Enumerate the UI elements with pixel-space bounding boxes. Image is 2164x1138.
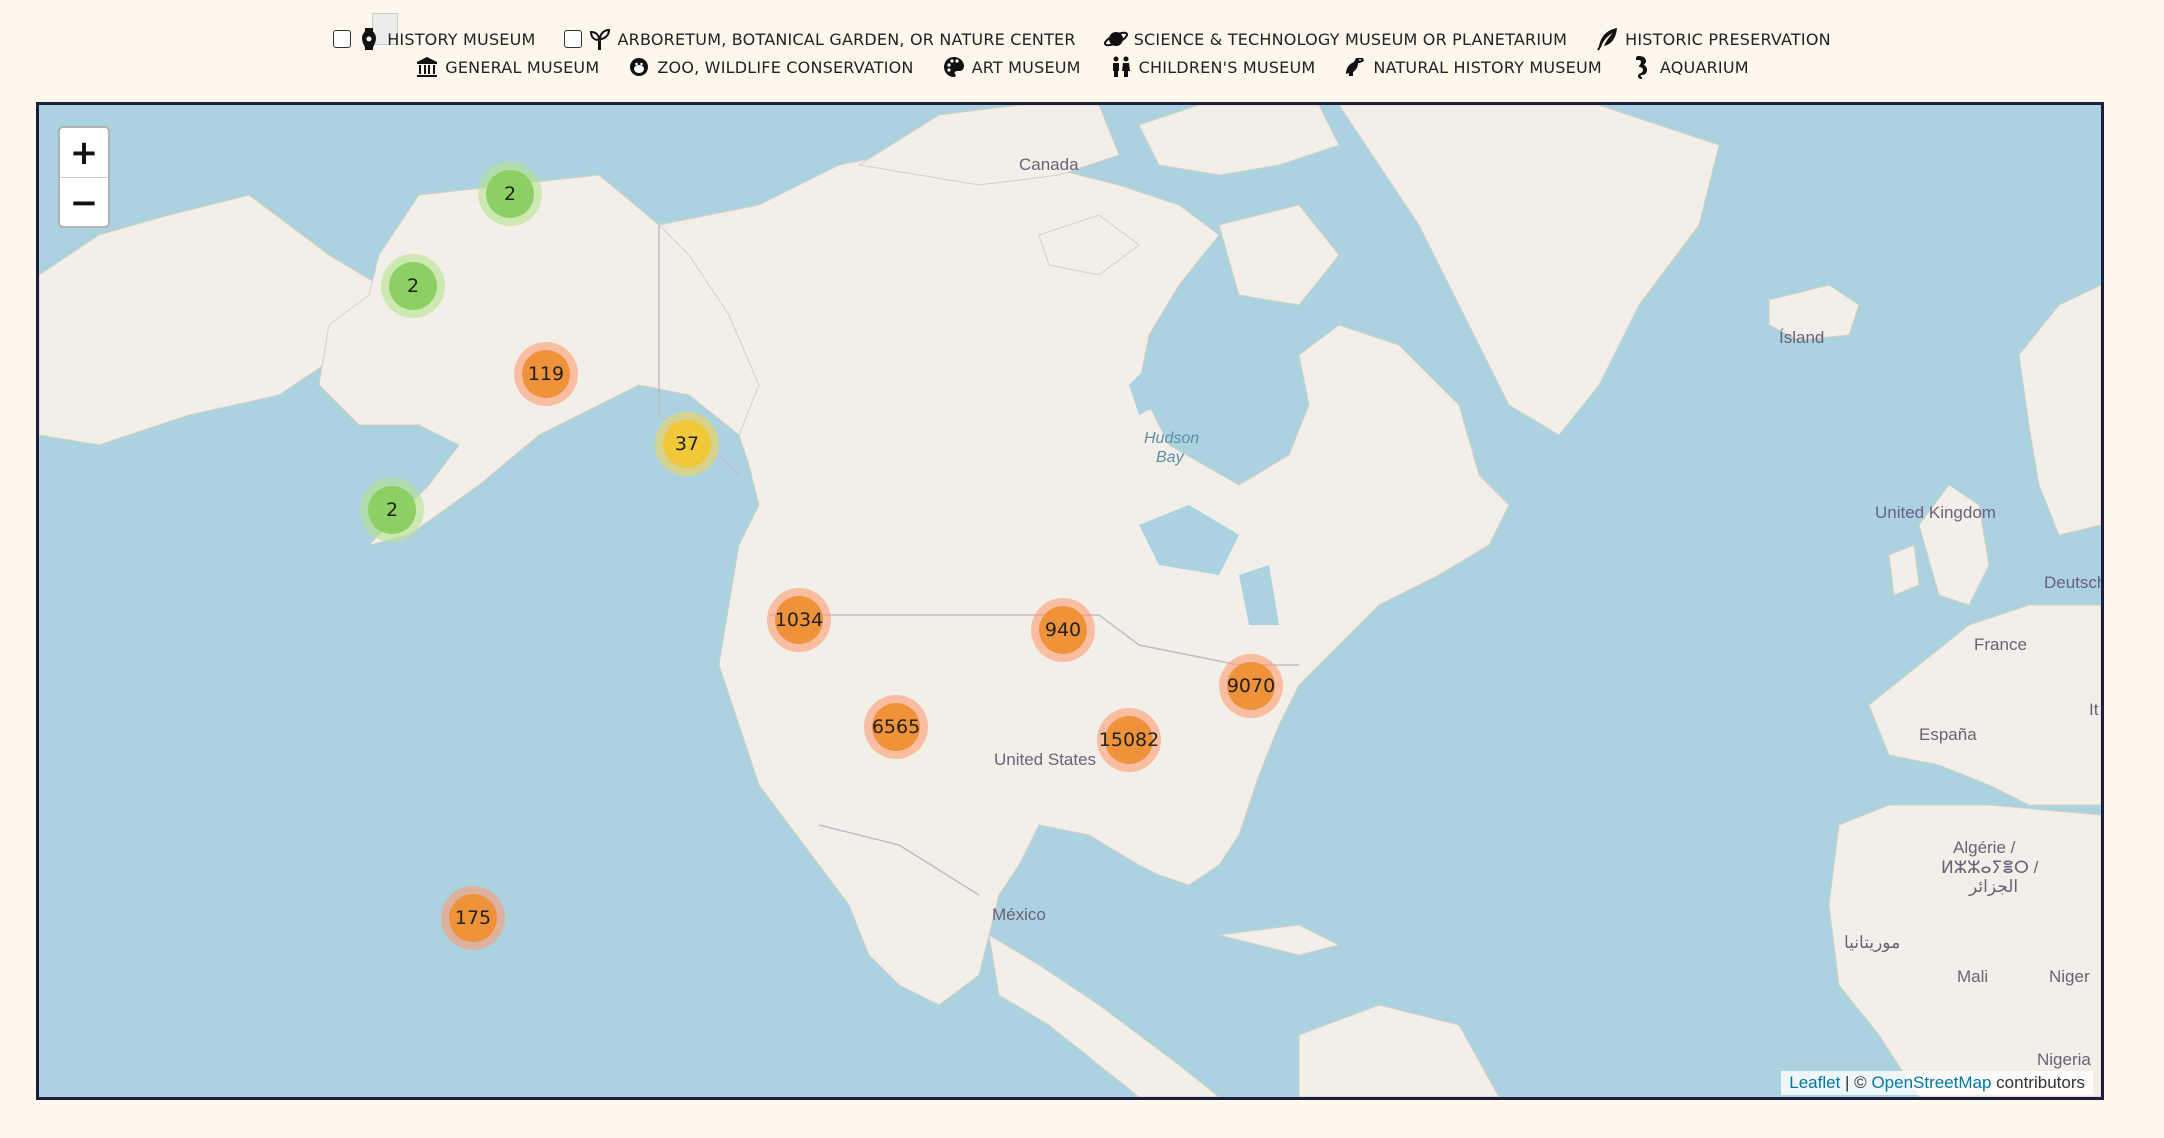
cluster-marker[interactable]: 940 xyxy=(1031,598,1095,662)
legend-label: GENERAL MUSEUM xyxy=(445,58,599,77)
map-label-niger: Niger xyxy=(2049,967,2090,987)
cluster-count: 1034 xyxy=(775,596,823,644)
map-label-deutschland: Deutschl xyxy=(2044,573,2104,593)
map-label-united-states: United States xyxy=(994,750,1096,770)
cluster-count: 37 xyxy=(663,420,711,468)
monkey-icon xyxy=(627,54,651,80)
cluster-marker[interactable]: 175 xyxy=(441,886,505,950)
seahorse-icon xyxy=(1630,54,1654,80)
legend-item-art-museum[interactable]: ART MUSEUM xyxy=(942,54,1081,80)
cluster-marker[interactable]: 119 xyxy=(514,342,578,406)
map-label-uk: United Kingdom xyxy=(1875,503,1996,523)
legend-label: HISTORIC PRESERVATION xyxy=(1625,30,1831,49)
legend-item-childrens-museum[interactable]: CHILDREN'S MUSEUM xyxy=(1109,54,1316,80)
palette-icon xyxy=(942,54,966,80)
zoom-in-button[interactable]: + xyxy=(60,128,108,178)
attribution-separator: | © xyxy=(1840,1073,1871,1092)
map-label-mali: Mali xyxy=(1957,967,1988,987)
map-label-espana: España xyxy=(1919,725,1977,745)
cluster-marker[interactable]: 2 xyxy=(360,478,424,542)
legend-item-zoo[interactable]: ZOO, WILDLIFE CONSERVATION xyxy=(627,54,913,80)
cluster-count: 9070 xyxy=(1227,662,1275,710)
cluster-marker[interactable]: 2 xyxy=(381,254,445,318)
children-icon xyxy=(1109,54,1133,80)
legend-label: ZOO, WILDLIFE CONSERVATION xyxy=(657,58,913,77)
legend-item-arboretum[interactable]: ARBORETUM, BOTANICAL GARDEN, OR NATURE C… xyxy=(564,26,1076,52)
legend-label: CHILDREN'S MUSEUM xyxy=(1139,58,1316,77)
institution-icon xyxy=(415,54,439,80)
cluster-count: 940 xyxy=(1039,606,1087,654)
attribution-contributors: contributors xyxy=(1991,1073,2085,1092)
legend-item-general-museum[interactable]: GENERAL MUSEUM xyxy=(415,54,599,80)
checkbox-arboretum[interactable] xyxy=(564,30,582,48)
legend: HISTORY MUSEUM ARBORETUM, BOTANICAL GARD… xyxy=(0,0,2164,100)
cluster-count: 175 xyxy=(449,894,497,942)
legend-label: NATURAL HISTORY MUSEUM xyxy=(1373,58,1602,77)
cluster-marker[interactable]: 15082 xyxy=(1097,708,1161,772)
vase-icon xyxy=(357,26,381,52)
legend-item-aquarium[interactable]: AQUARIUM xyxy=(1630,54,1749,80)
map-label-italy: It xyxy=(2089,700,2098,720)
legend-label: AQUARIUM xyxy=(1660,58,1749,77)
zoom-control: + − xyxy=(58,126,110,228)
cluster-count: 2 xyxy=(389,262,437,310)
cluster-count: 119 xyxy=(522,350,570,398)
legend-item-historic-preservation[interactable]: HISTORIC PRESERVATION xyxy=(1595,26,1831,52)
map-label-france: France xyxy=(1974,635,2027,655)
legend-label: HISTORY MUSEUM xyxy=(387,30,535,49)
map-label-bay: Bay xyxy=(1156,449,1184,467)
map-label-mexico: México xyxy=(992,905,1046,925)
map-label-mauritania: موريتانيا xyxy=(1844,933,1900,953)
map-label-algerie-3: الجزائر xyxy=(1969,877,2018,897)
osm-link[interactable]: OpenStreetMap xyxy=(1871,1073,1991,1092)
map-label-nigeria: Nigeria xyxy=(2037,1050,2091,1070)
cluster-count: 2 xyxy=(368,486,416,534)
map-container[interactable]: Canada United States México Hudson Bay Í… xyxy=(36,102,2104,1100)
map-attribution: Leaflet | © OpenStreetMap contributors xyxy=(1781,1071,2093,1095)
cluster-marker[interactable]: 1034 xyxy=(767,588,831,652)
map-label-hudson: Hudson xyxy=(1144,430,1199,448)
legend-row-1: HISTORY MUSEUM ARBORETUM, BOTANICAL GARD… xyxy=(0,26,2164,52)
legend-label: ARBORETUM, BOTANICAL GARDEN, OR NATURE C… xyxy=(618,30,1076,49)
legend-item-science[interactable]: SCIENCE & TECHNOLOGY MUSEUM OR PLANETARI… xyxy=(1104,26,1567,52)
legend-label: SCIENCE & TECHNOLOGY MUSEUM OR PLANETARI… xyxy=(1134,30,1567,49)
legend-item-natural-history[interactable]: NATURAL HISTORY MUSEUM xyxy=(1343,54,1602,80)
map-label-algerie-1: Algérie / xyxy=(1953,838,2015,858)
cluster-count: 6565 xyxy=(872,703,920,751)
map-label-algerie-2: ⵍⵣⵣⴰⵢⴻⵔ / xyxy=(1941,858,2038,878)
cluster-count: 15082 xyxy=(1105,716,1153,764)
leaves-icon xyxy=(588,26,612,52)
legend-label: ART MUSEUM xyxy=(972,58,1081,77)
quill-icon xyxy=(1595,26,1619,52)
cluster-marker[interactable]: 6565 xyxy=(864,695,928,759)
map-label-canada: Canada xyxy=(1019,155,1079,175)
cluster-marker[interactable]: 9070 xyxy=(1219,654,1283,718)
checkbox-history-museum[interactable] xyxy=(333,30,351,48)
dinosaur-icon xyxy=(1343,54,1367,80)
planet-icon xyxy=(1104,26,1128,52)
legend-row-2: GENERAL MUSEUM ZOO, WILDLIFE CONSERVATIO… xyxy=(0,54,2164,80)
leaflet-link[interactable]: Leaflet xyxy=(1789,1073,1840,1092)
cluster-marker[interactable]: 2 xyxy=(478,162,542,226)
map-label-island: Ísland xyxy=(1779,328,1824,348)
zoom-out-button[interactable]: − xyxy=(60,178,108,227)
legend-item-history-museum[interactable]: HISTORY MUSEUM xyxy=(333,26,535,52)
cluster-marker[interactable]: 37 xyxy=(655,412,719,476)
cluster-count: 2 xyxy=(486,170,534,218)
